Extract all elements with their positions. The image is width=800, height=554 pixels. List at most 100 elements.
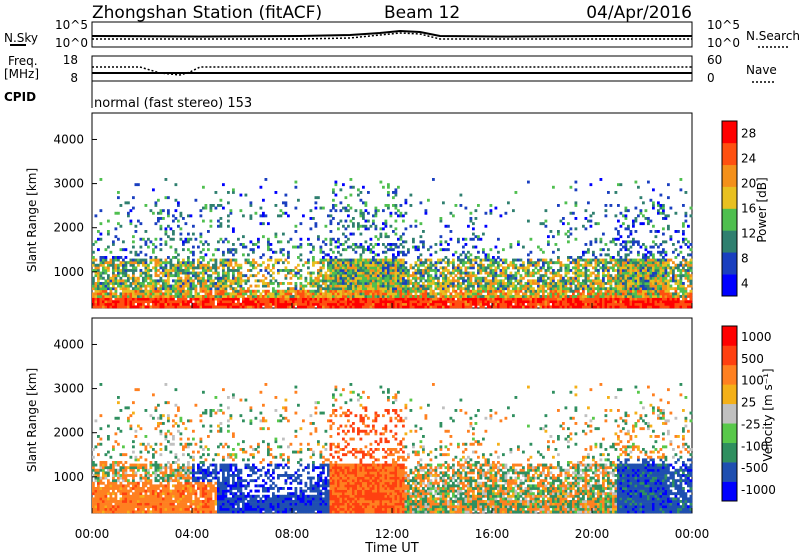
power-cell <box>97 297 100 301</box>
power-cell <box>374 263 378 267</box>
power-cell <box>224 292 228 296</box>
power-cell <box>457 282 460 285</box>
power-cell <box>219 292 223 296</box>
velocity-cell <box>112 474 115 477</box>
power-cell <box>369 271 373 275</box>
power-cell <box>664 302 668 306</box>
power-cell <box>117 266 120 270</box>
power-cell <box>614 305 618 309</box>
power-cell <box>92 269 95 272</box>
power-cell <box>152 248 155 252</box>
power-cell <box>204 300 208 304</box>
power-cell <box>647 287 650 291</box>
power-cell <box>622 240 625 244</box>
power-cell <box>132 266 135 270</box>
velocity-cell <box>94 502 98 506</box>
power-cell <box>364 282 368 285</box>
power-cell <box>162 279 165 283</box>
power-cell <box>349 292 353 296</box>
power-cell <box>632 269 635 272</box>
power-cell <box>484 253 488 257</box>
power-cell <box>164 178 168 181</box>
power-cell <box>467 297 470 301</box>
power-cell <box>177 300 180 304</box>
power-cell <box>232 243 235 246</box>
power-cell <box>254 284 258 288</box>
power-cell <box>177 279 180 283</box>
power-cell <box>339 287 343 291</box>
power-cell <box>454 300 458 304</box>
power-cell <box>429 261 433 265</box>
power-cell <box>224 295 228 298</box>
power-cell <box>562 292 565 296</box>
power-cell <box>339 253 343 257</box>
power-cell <box>149 261 153 265</box>
power-cell <box>374 289 378 293</box>
power-cell <box>589 295 593 298</box>
power-cell <box>172 305 175 309</box>
velocity-cell <box>97 479 100 483</box>
power-cell <box>319 289 323 293</box>
power-cell <box>644 276 648 280</box>
velocity-cell <box>99 507 103 511</box>
power-cell <box>409 305 413 309</box>
power-cell <box>652 256 655 259</box>
power-cell <box>344 209 348 213</box>
power-cell <box>374 274 378 278</box>
velocity-cell <box>107 471 110 475</box>
power-cell <box>682 300 685 304</box>
power-cell <box>102 256 105 259</box>
power-cell <box>124 295 128 298</box>
power-cell <box>664 269 668 272</box>
velocity-cell <box>99 500 103 503</box>
power-cell <box>217 302 220 306</box>
power-cell <box>182 282 185 285</box>
power-cell <box>349 274 353 278</box>
power-cell <box>634 282 638 285</box>
power-cell <box>684 292 688 296</box>
power-cell <box>397 282 400 285</box>
velocity-cell <box>99 487 103 490</box>
power-cell <box>464 297 468 301</box>
power-cell <box>137 300 140 304</box>
power-cell <box>377 284 380 288</box>
power-cell <box>672 266 675 270</box>
power-cell <box>309 305 313 309</box>
power-cell <box>607 269 610 272</box>
power-cell <box>329 271 333 275</box>
power-cell <box>367 295 370 298</box>
velocity-cell <box>102 489 105 493</box>
power-cell <box>234 297 238 301</box>
power-cell <box>399 269 403 272</box>
power-cell <box>132 206 135 210</box>
power-cell <box>389 224 393 228</box>
power-cell <box>622 282 625 285</box>
power-cell <box>364 302 368 306</box>
power-cell <box>464 237 468 241</box>
power-cell <box>402 284 405 288</box>
power-cell <box>124 297 128 301</box>
power-cell <box>414 287 418 291</box>
power-cell <box>629 263 633 267</box>
power-cell <box>594 276 598 280</box>
noise-sky-trace <box>91 29 692 38</box>
power-cell <box>577 287 580 291</box>
power-cell <box>419 258 423 262</box>
power-cell <box>664 276 668 280</box>
power-cell <box>519 297 523 301</box>
power-cell <box>684 305 688 309</box>
power-cell <box>282 282 285 285</box>
power-cell <box>617 276 620 280</box>
power-cell <box>594 297 598 301</box>
power-cell <box>214 289 218 293</box>
power-cell <box>394 191 398 194</box>
power-cell <box>657 258 660 262</box>
power-cell <box>407 271 410 275</box>
power-cell <box>319 284 323 288</box>
power-cell <box>629 300 633 304</box>
power-cell <box>639 282 643 285</box>
power-cell <box>184 305 188 309</box>
power-cell <box>97 266 100 270</box>
power-cell <box>227 258 230 262</box>
power-cell <box>514 258 518 262</box>
